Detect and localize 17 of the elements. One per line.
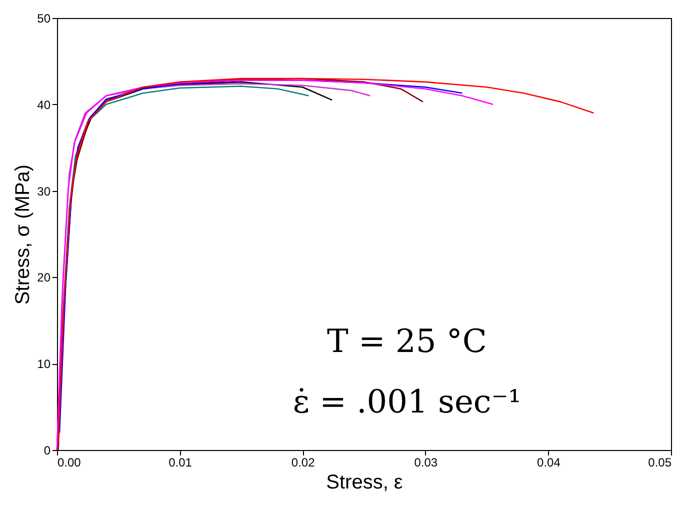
x-tick-label: 0.04 <box>537 456 561 470</box>
y-tick-label: 0 <box>44 444 51 458</box>
x-tick-label: 0.02 <box>291 456 316 470</box>
y-tick-label: 50 <box>37 12 51 26</box>
x-axis-title: Stress, ε <box>326 472 403 494</box>
x-tick-label: 0.05 <box>648 456 672 470</box>
y-tick-label: 20 <box>37 270 51 285</box>
annotation: T = 25 °C <box>327 322 487 360</box>
x-tick-label: 0.00 <box>58 456 82 470</box>
annotation: ε̇ = .001 sec⁻¹ <box>292 382 522 420</box>
y-axis-title: Stress, σ (MPa) <box>12 164 34 305</box>
y-tick-label: 10 <box>37 357 51 372</box>
y-tick-label: 40 <box>37 98 51 112</box>
y-tick-label: 30 <box>37 184 51 198</box>
x-tick-label: 0.01 <box>168 456 192 470</box>
x-tick-label: 0.03 <box>414 456 438 470</box>
line-series <box>58 78 594 442</box>
